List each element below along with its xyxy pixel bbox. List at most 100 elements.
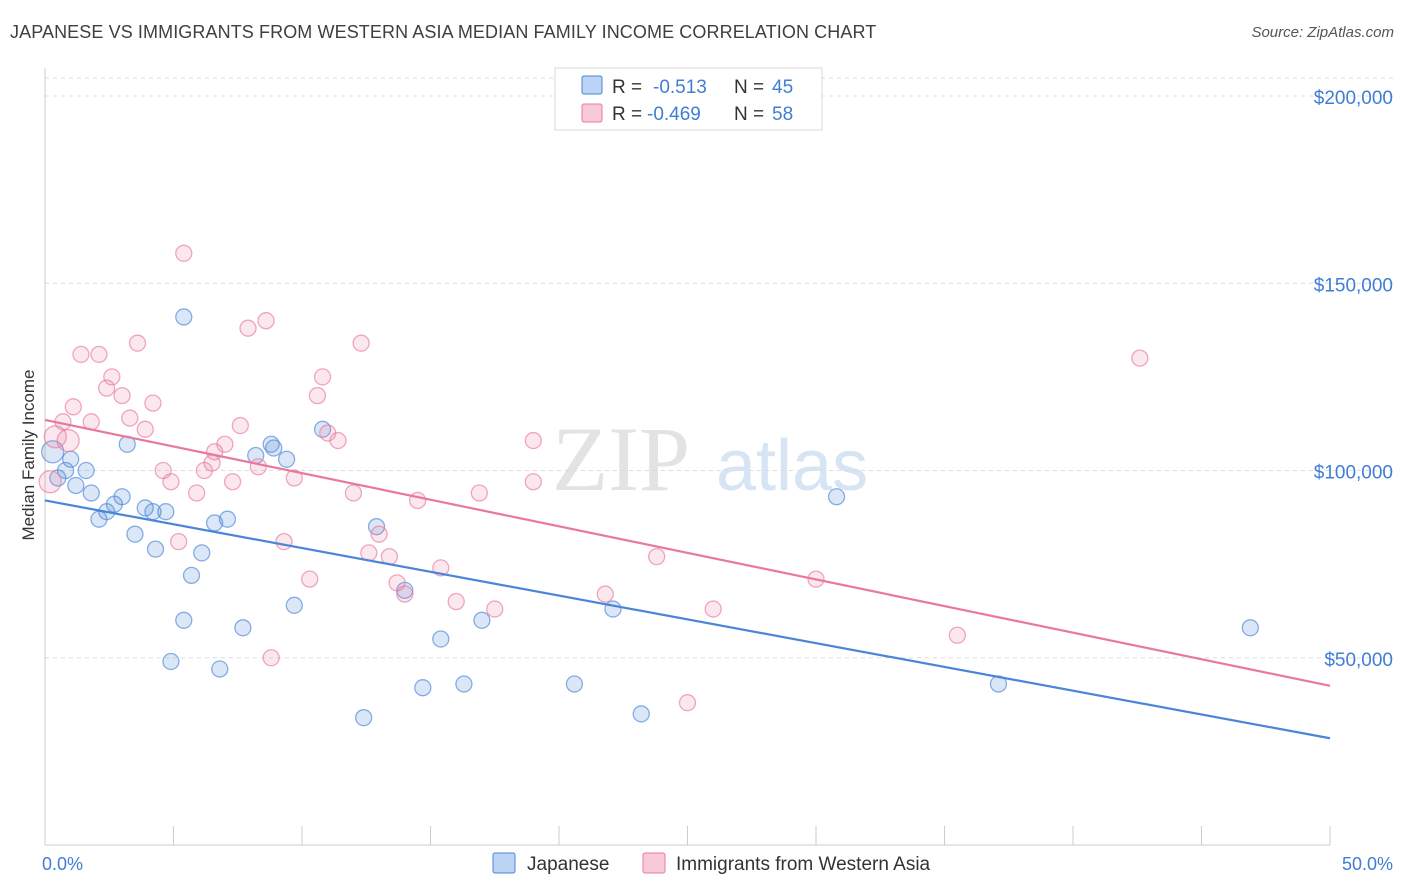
data-point-1-9	[103, 368, 121, 386]
legend-r-value-1: -0.469	[647, 104, 701, 125]
data-point-1-56	[948, 626, 966, 644]
data-point-0-40	[632, 705, 650, 723]
data-point-0-24	[234, 619, 252, 637]
data-point-1-4	[64, 398, 82, 416]
trend-line-1	[44, 418, 1331, 687]
legend-swatch-western-asia	[581, 103, 603, 123]
legend-r-label-1: R =	[612, 104, 642, 125]
series-0	[41, 308, 1259, 727]
data-point-0-38	[565, 675, 584, 693]
y-tick-label-0: $50,000	[1324, 650, 1393, 671]
data-point-0-20	[193, 544, 211, 562]
x-tick-label-1: 50.0%	[1342, 854, 1393, 874]
data-point-1-33	[308, 386, 327, 405]
data-point-0-3	[67, 476, 85, 495]
data-point-1-38	[352, 334, 370, 352]
y-axis-label: Median Family Income	[19, 369, 38, 540]
data-point-1-7	[90, 345, 108, 364]
data-point-1-27	[249, 458, 267, 476]
watermark-atlas: atlas	[716, 426, 868, 506]
data-point-0-31	[355, 709, 373, 727]
data-point-0-37	[473, 611, 491, 629]
y-tick-label-2: $150,000	[1314, 275, 1393, 296]
data-point-0-19	[182, 566, 201, 585]
legend-r-label-0: R =	[612, 77, 642, 98]
data-point-0-43	[1241, 619, 1259, 637]
data-point-1-37	[344, 484, 363, 502]
data-point-0-15	[157, 503, 175, 521]
data-point-0-28	[277, 450, 296, 468]
data-point-0-16	[162, 652, 180, 671]
data-point-1-40	[370, 525, 388, 543]
data-point-1-32	[301, 570, 319, 588]
y-tick-label-3: $200,000	[1314, 88, 1393, 109]
trend-lines	[44, 418, 1331, 740]
data-point-1-13	[136, 420, 154, 438]
bottom-legend-label-western-asia: Immigrants from Western Asia	[676, 854, 931, 875]
data-point-0-11	[126, 525, 144, 543]
data-point-1-19	[187, 484, 206, 502]
data-point-1-5	[72, 345, 90, 364]
data-point-0-9	[113, 488, 131, 506]
data-point-1-25	[231, 416, 249, 435]
data-point-1-46	[447, 592, 465, 611]
data-point-1-36	[329, 431, 347, 450]
data-point-1-50	[524, 473, 542, 491]
chart-title: JAPANESE VS IMMIGRANTS FROM WESTERN ASIA…	[10, 22, 877, 42]
data-point-0-36	[455, 675, 473, 693]
data-point-0-5	[82, 484, 100, 502]
trend-line-0	[44, 499, 1331, 740]
data-point-0-35	[432, 630, 450, 648]
data-point-1-29	[262, 649, 280, 667]
data-point-1-12	[128, 334, 147, 352]
data-point-1-16	[162, 473, 180, 491]
legend-n-label-1: N =	[734, 104, 764, 125]
data-point-1-57	[1131, 349, 1149, 367]
series-points	[38, 244, 1259, 727]
data-point-1-17	[169, 533, 188, 551]
data-point-1-47	[470, 484, 488, 502]
series-1	[38, 244, 1149, 712]
grid	[45, 77, 1395, 659]
data-point-1-34	[313, 368, 332, 386]
data-point-1-14	[144, 394, 162, 412]
data-point-0-17	[175, 611, 193, 629]
data-point-1-53	[678, 694, 697, 712]
data-point-1-28	[257, 312, 275, 330]
data-point-0-18	[175, 308, 193, 326]
data-point-1-31	[285, 469, 303, 487]
data-point-0-44	[49, 469, 67, 487]
data-point-1-23	[216, 435, 234, 453]
data-point-0-22	[211, 660, 229, 678]
data-point-1-10	[113, 386, 131, 405]
bottom-legend-swatch-japanese	[492, 852, 516, 874]
correlation-legend: R = -0.513 N = 45 R = -0.469 N = 58	[554, 67, 823, 131]
x-tick-label-0: 0.0%	[42, 854, 83, 874]
watermark: ZIP atlas	[552, 408, 868, 510]
y-tick-labels: $50,000 $100,000 $150,000 $200,000	[1314, 88, 1393, 671]
data-point-1-0	[38, 470, 62, 494]
legend-n-value-1: 58	[772, 104, 793, 125]
legend-n-value-0: 45	[772, 77, 793, 98]
legend-n-label-0: N =	[734, 77, 764, 98]
data-point-1-8	[98, 379, 116, 397]
data-point-1-1	[43, 425, 67, 449]
bottom-legend-swatch-western-asia	[642, 852, 666, 874]
data-point-1-30	[275, 533, 293, 551]
data-point-0-2	[62, 450, 80, 468]
data-point-1-48	[486, 600, 504, 618]
data-point-1-11	[121, 409, 139, 427]
axes	[44, 68, 1331, 846]
x-tick-labels: 0.0% 50.0%	[42, 854, 1393, 874]
data-point-0-29	[285, 596, 303, 614]
y-tick-label-1: $100,000	[1314, 463, 1393, 484]
data-point-1-26	[239, 319, 257, 337]
data-point-1-52	[648, 547, 666, 566]
data-point-0-4	[77, 461, 95, 480]
data-point-1-54	[704, 600, 722, 618]
bottom-legend-label-japanese: Japanese	[527, 854, 609, 875]
data-point-1-43	[396, 585, 414, 603]
data-point-1-51	[596, 585, 614, 603]
data-point-0-34	[414, 679, 432, 697]
